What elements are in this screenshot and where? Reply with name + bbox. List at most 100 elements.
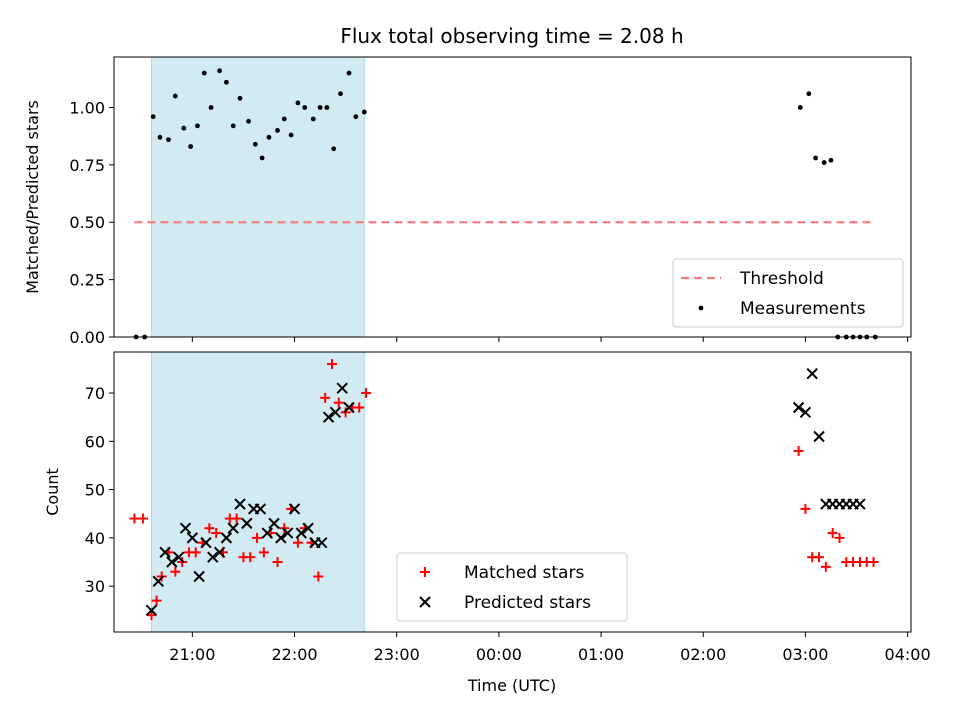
predicted-point-b — [234, 498, 246, 510]
matched-point — [800, 503, 811, 514]
measurement-point — [217, 68, 222, 74]
measurement-point — [361, 109, 367, 115]
legend-entry: Threshold — [681, 269, 824, 289]
matched-point — [827, 528, 838, 539]
predicted-point-b — [227, 522, 239, 534]
predicted-point-b — [152, 575, 164, 588]
observing-window-shading — [150, 351, 365, 633]
predicted-point-b — [207, 551, 219, 563]
y-tick: 0.75 — [69, 156, 114, 175]
predicted-point-b — [268, 517, 280, 530]
predicted-point — [806, 368, 818, 380]
predicted-point — [173, 551, 185, 563]
legend-label: Matched stars — [464, 563, 584, 583]
predicted-point — [854, 498, 866, 510]
x-tick: 04:00 — [885, 632, 931, 664]
predicted-point — [799, 406, 812, 419]
predicted-point — [295, 527, 308, 539]
matched-point — [151, 595, 162, 606]
x-tick: 21:00 — [169, 632, 215, 664]
predicted-point — [281, 527, 294, 539]
y-tick-label: 0.75 — [69, 156, 105, 175]
measurement-point — [201, 70, 207, 76]
predicted-point-b — [288, 503, 301, 515]
y-tick: 50 — [85, 481, 114, 500]
predicted-point-b — [322, 411, 335, 423]
x-tick-label: 02:00 — [680, 645, 726, 664]
matched-point — [231, 513, 242, 524]
matched-point — [146, 610, 157, 621]
measurement-point — [237, 95, 243, 101]
predicted-point — [268, 517, 280, 530]
legend-entry: Matched stars — [420, 563, 584, 583]
measurement-point — [295, 100, 301, 106]
x-tick: 02:00 — [680, 632, 726, 664]
y-tick-label: 0.25 — [69, 271, 105, 290]
measurement-point — [821, 160, 827, 165]
predicted-point — [234, 498, 246, 510]
matched-point — [245, 552, 256, 563]
matched-point — [137, 513, 148, 524]
observing-window-span — [150, 351, 365, 633]
matched-point — [333, 397, 344, 408]
x-tick: 22:00 — [271, 632, 318, 664]
y-tick: 70 — [85, 384, 114, 403]
y-tick: 60 — [85, 432, 114, 451]
predicted-point-b — [281, 527, 294, 539]
x-axis-label: Time (UTC) — [467, 676, 556, 695]
predicted-point-b — [145, 604, 158, 616]
ratio-series — [133, 68, 878, 340]
measurement-point — [310, 116, 316, 122]
x-tick-label: 01:00 — [578, 645, 624, 664]
predicted-point-b — [813, 430, 825, 443]
predicted-point — [152, 575, 164, 588]
predicted-point — [336, 382, 348, 394]
predicted-point — [322, 411, 335, 423]
legend-measurement-swatch — [698, 305, 704, 311]
y-tick-label: 40 — [85, 529, 105, 548]
series-dot — [133, 68, 878, 340]
x-tick-label: 21:00 — [169, 645, 215, 664]
predicted-point-b — [329, 406, 342, 419]
measurement-point — [281, 116, 287, 122]
measurement-point — [223, 79, 229, 85]
predicted-point-b — [173, 551, 185, 563]
measurement-point — [353, 114, 359, 120]
legend-entry: Predicted stars — [419, 593, 591, 613]
ratio-panel: 0.00 0.25 0.50 0.75 1.00 Matched/Predicted s… — [23, 56, 912, 347]
measurement-point — [157, 134, 163, 140]
matched-point — [279, 523, 290, 534]
predicted-point-b — [799, 406, 812, 419]
measurement-point — [181, 125, 187, 131]
matched-point — [814, 552, 825, 563]
x-tick: 23:00 — [374, 632, 420, 664]
count-y-axis-label: Count — [43, 468, 62, 516]
matched-point — [156, 571, 167, 582]
count-y-axis: 30 40 50 60 70 — [85, 384, 114, 596]
legend-box — [672, 258, 904, 328]
y-tick: 0.00 — [69, 328, 114, 347]
x-tick-label: 00:00 — [476, 645, 522, 664]
matched-point — [313, 571, 324, 582]
legend-predicted-swatch-b — [419, 596, 431, 608]
matched-point — [190, 547, 201, 558]
ratio-y-axis-label: Matched/Predicted stars — [23, 100, 42, 294]
predicted-point — [166, 556, 178, 568]
matched-point — [868, 557, 879, 567]
matched-point — [204, 523, 215, 534]
measurement-point — [259, 155, 265, 161]
predicted-point-b — [213, 546, 226, 559]
y-tick-label: 70 — [85, 384, 105, 403]
predicted-point-b — [316, 536, 328, 549]
measurement-point — [246, 118, 251, 124]
predicted-point — [220, 532, 233, 544]
measurement-point — [331, 146, 337, 152]
predicted-point — [186, 532, 199, 544]
y-tick-label: 0.50 — [69, 213, 105, 232]
matched-point — [292, 537, 303, 548]
measurement-point — [338, 91, 343, 97]
measurement-point — [797, 105, 803, 110]
measurement-point — [266, 134, 272, 140]
ratio-legend: Threshold Measurements — [672, 258, 904, 328]
matched-point — [354, 402, 365, 413]
